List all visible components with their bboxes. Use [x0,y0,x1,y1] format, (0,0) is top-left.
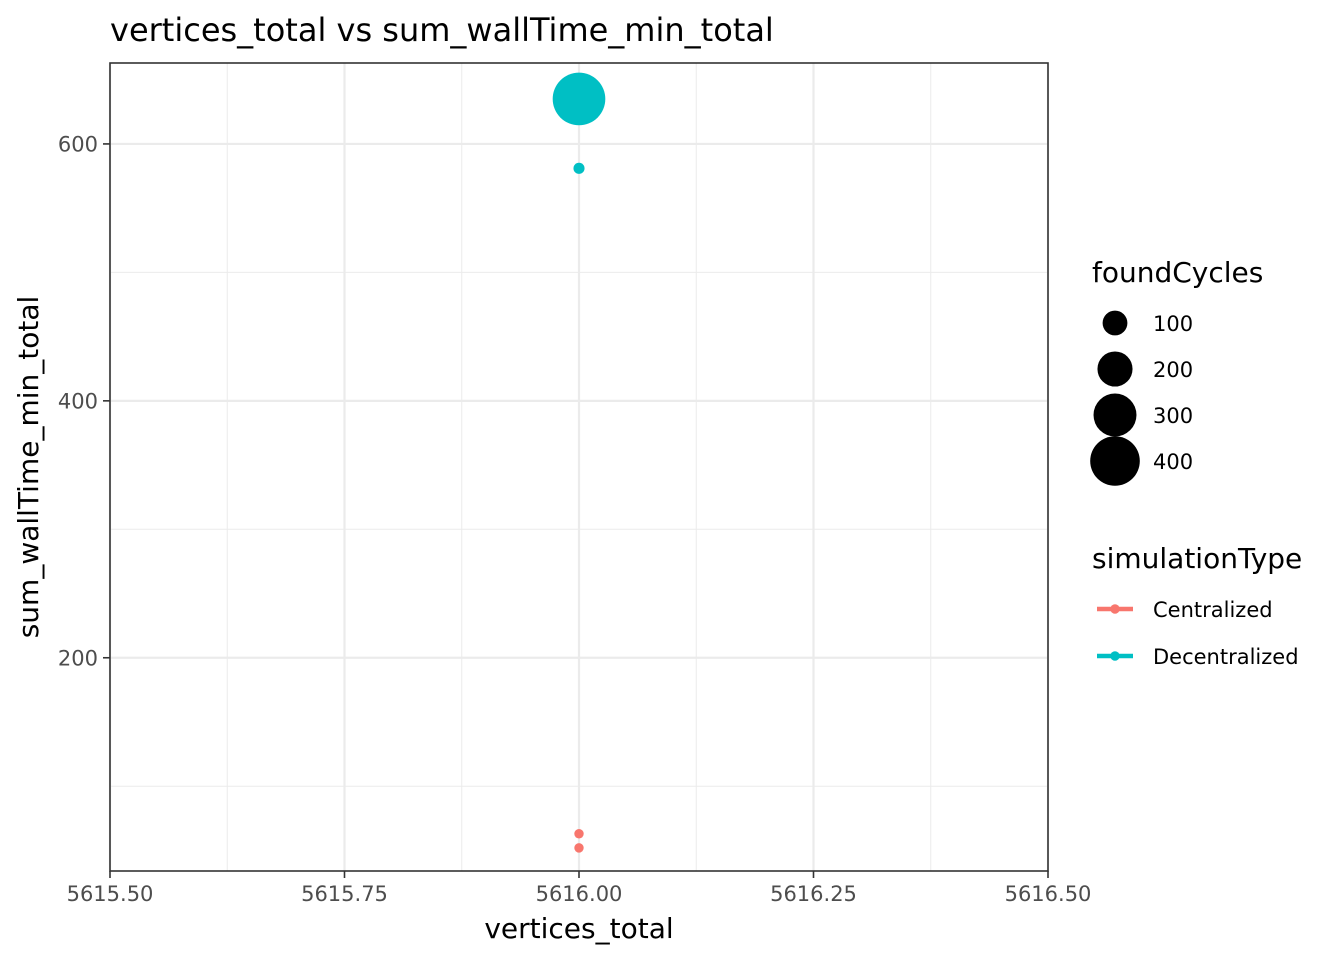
size-legend-key [1097,351,1133,387]
chart-title: vertices_total vs sum_wallTime_min_total [110,11,774,49]
x-tick-label: 5616.00 [536,882,623,906]
y-axis-title: sum_wallTime_min_total [12,296,45,639]
x-axis-title: vertices_total [484,912,673,945]
size-legend-items: 100 200 300 400 [1090,310,1193,486]
size-legend-label: 400 [1153,450,1193,474]
size-legend-key [1102,310,1128,336]
data-point-centralized [574,843,584,853]
size-legend-key [1090,436,1140,486]
color-legend-label: Centralized [1153,598,1273,622]
x-tick-label: 5615.50 [67,882,154,906]
size-legend-label: 100 [1153,312,1193,336]
x-tick-label: 5616.25 [770,882,857,906]
size-legend-label: 300 [1153,404,1193,428]
y-tick-label: 200 [58,646,98,670]
size-legend-key [1093,393,1137,437]
size-legend-label: 200 [1153,358,1193,382]
x-tick-label: 5615.75 [301,882,388,906]
color-legend-dot [1110,651,1120,661]
color-legend-title: simulationType [1092,542,1302,575]
data-point-decentralized [552,72,606,126]
data-point-centralized [574,829,584,839]
color-legend-dot [1110,604,1120,614]
x-axis: 5615.50 5615.75 5616.00 5616.25 5616.50 [67,871,1092,906]
y-tick-label: 600 [58,132,98,156]
color-legend-items: Centralized Decentralized [1097,598,1299,669]
data-point-decentralized [573,162,585,174]
size-legend-title: foundCycles [1092,256,1263,289]
y-axis: 200 400 600 [58,132,110,670]
x-tick-label: 5616.50 [1005,882,1092,906]
y-tick-label: 400 [58,389,98,413]
data-points [552,72,606,853]
color-legend-label: Decentralized [1153,645,1299,669]
